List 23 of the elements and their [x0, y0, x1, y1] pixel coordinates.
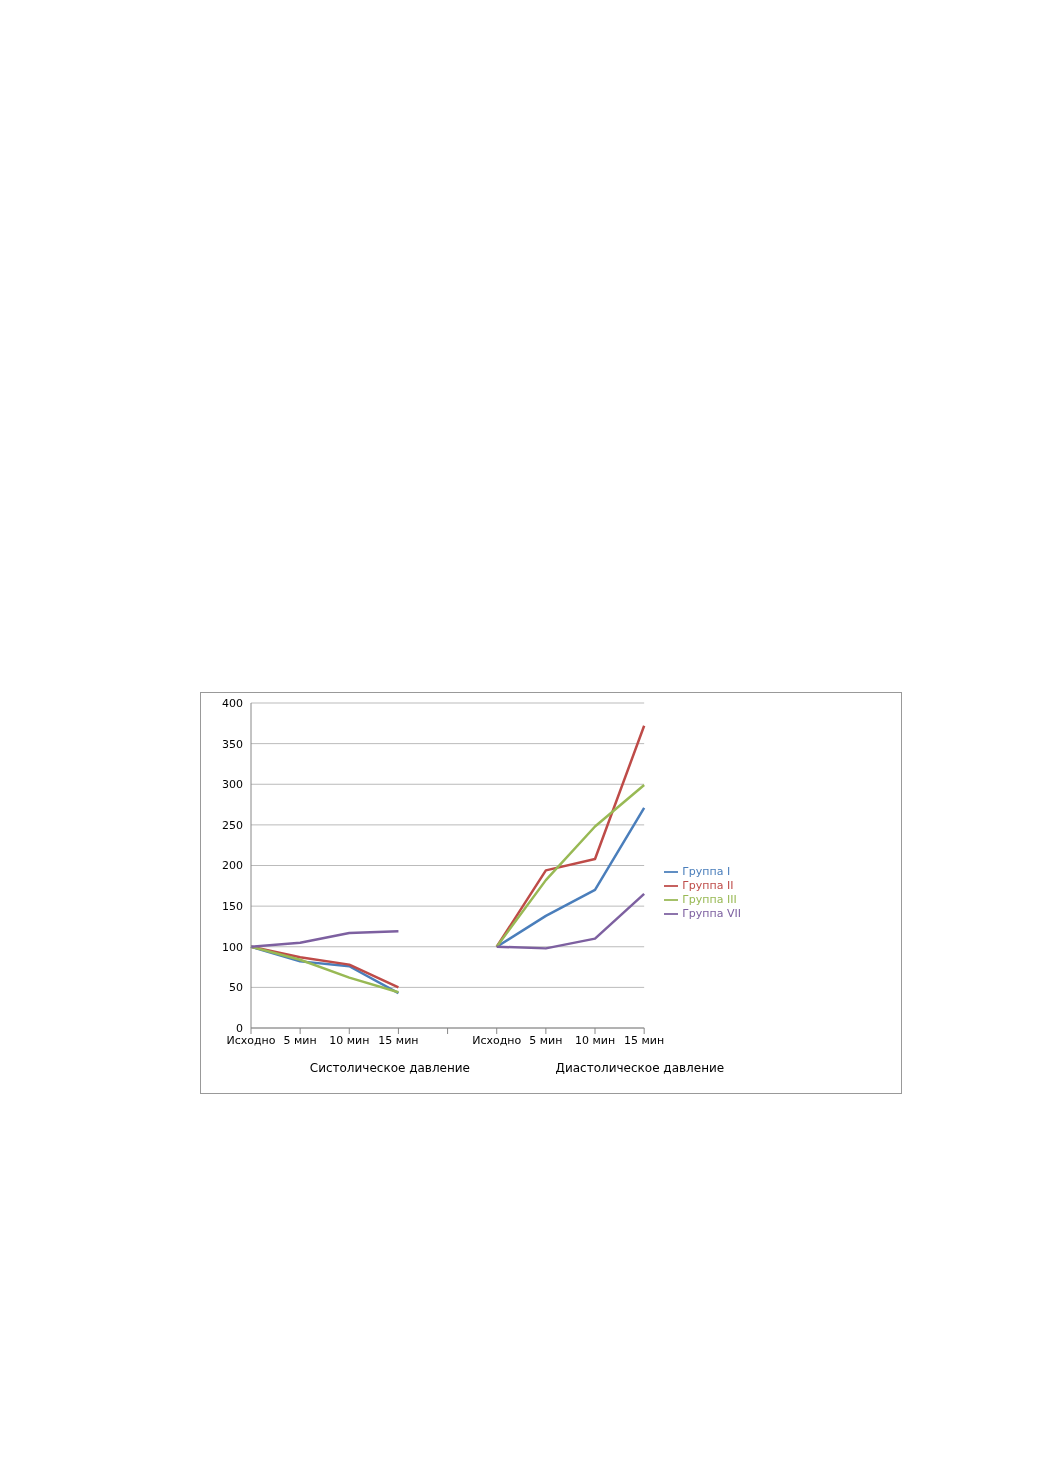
- y-tick-label: 400: [222, 696, 243, 710]
- y-tick-label: 200: [222, 859, 243, 873]
- text: Систолическое давление: [308, 1061, 471, 1075]
- y-tick-label: 50: [229, 981, 243, 995]
- x-tick-label: 5 мин: [529, 1033, 563, 1047]
- y-tick-label: 0: [236, 1021, 243, 1035]
- y-tick-label: 350: [222, 737, 243, 751]
- y-tick-label: 100: [222, 940, 243, 954]
- text: Диастолическое давление: [554, 1061, 726, 1075]
- legend-label: Группа I: [682, 865, 731, 878]
- x-tick-label: Исходно: [226, 1033, 276, 1047]
- x-tick-label: 15 мин: [378, 1033, 419, 1047]
- legend-label: Группа VII: [682, 907, 741, 920]
- y-tick-label: 300: [222, 778, 243, 792]
- x-tick-label: Исходно: [472, 1033, 522, 1047]
- x-tick-label: 10 мин: [329, 1033, 370, 1047]
- y-tick-label: 250: [222, 818, 243, 832]
- y-tick-label: 150: [222, 900, 243, 914]
- legend-label: Группа II: [682, 879, 734, 892]
- x-tick-label: 10 мин: [574, 1033, 616, 1047]
- legend-label: Группа III: [682, 893, 737, 906]
- x-tick-label: 5 мин: [283, 1033, 317, 1047]
- x-tick-label: 15 мин: [624, 1033, 665, 1047]
